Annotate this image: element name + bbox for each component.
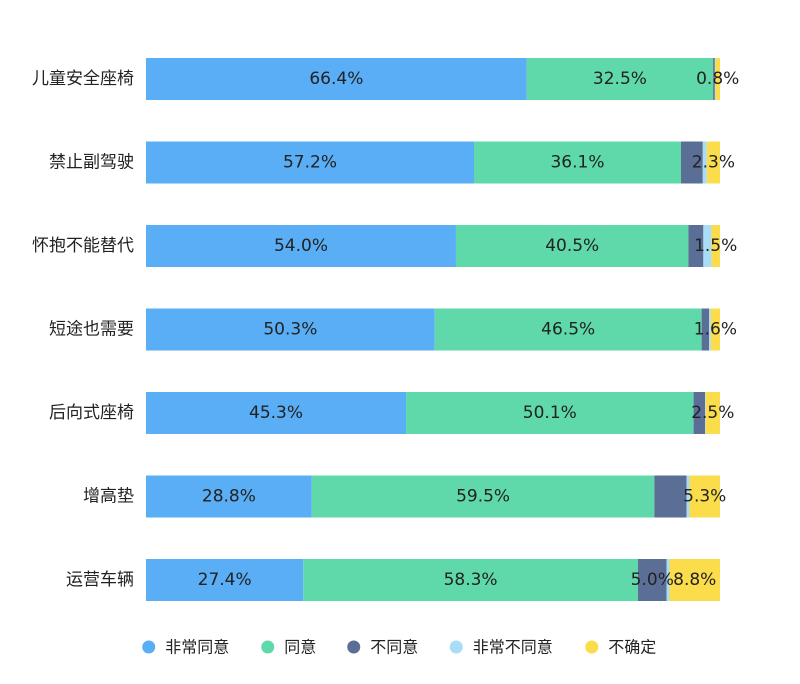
bar-segment xyxy=(702,141,707,184)
bar-segment xyxy=(689,475,720,518)
bar-segment xyxy=(637,559,667,601)
data-label: 5.0% xyxy=(631,570,674,590)
category-label: 增高垫 xyxy=(83,487,134,507)
data-label: 1.5% xyxy=(694,236,737,256)
bar-segment xyxy=(474,141,682,184)
bar-segment xyxy=(709,308,711,351)
category-label: 后向式座椅 xyxy=(49,403,134,423)
legend-item[interactable]: 同意 xyxy=(261,638,316,657)
data-label: 5.3% xyxy=(683,487,726,507)
bar-segment xyxy=(146,392,407,434)
bar-segment xyxy=(311,475,655,518)
data-label: 2.5% xyxy=(691,403,734,423)
data-label: 50.1% xyxy=(523,403,577,423)
bar-segment xyxy=(714,58,716,100)
data-label: 32.5% xyxy=(593,69,647,89)
legend-item[interactable]: 非常同意 xyxy=(142,638,229,657)
legend-item[interactable]: 非常不同意 xyxy=(449,638,553,657)
bar-segment xyxy=(406,392,694,434)
bar-segment xyxy=(666,559,670,601)
legend: 非常同意 同意 不同意 非常不同意 不确定 xyxy=(142,638,656,657)
bar-segment xyxy=(686,475,690,518)
data-label: 2.3% xyxy=(692,153,735,173)
legend-marker xyxy=(142,640,156,654)
legend-label: 非常不同意 xyxy=(473,638,553,657)
legend-label: 同意 xyxy=(284,638,316,657)
category-label: 运营车辆 xyxy=(66,570,134,590)
bar-segment xyxy=(455,225,689,267)
bar-segment xyxy=(654,475,687,518)
bar-segment xyxy=(688,225,704,267)
bar-segment xyxy=(669,559,720,601)
bar-segment xyxy=(146,475,312,518)
legend-label: 非常同意 xyxy=(165,638,229,657)
bar-segment xyxy=(701,308,710,351)
data-label: 40.5% xyxy=(545,236,599,256)
legend-label: 不同意 xyxy=(370,638,418,657)
bar-segment xyxy=(146,559,304,601)
bar-segment xyxy=(146,58,527,100)
bar-segment xyxy=(146,225,456,267)
bar-segment xyxy=(713,58,715,100)
data-label: 59.5% xyxy=(456,487,510,507)
data-label: 0.8% xyxy=(696,69,739,89)
category-label: 短途也需要 xyxy=(49,320,134,340)
bar-segment xyxy=(303,559,638,601)
bar-segment xyxy=(703,225,712,267)
bar-segment xyxy=(146,308,435,351)
legend-item[interactable]: 不确定 xyxy=(585,638,656,657)
legend-marker xyxy=(347,640,361,654)
data-label: 46.5% xyxy=(541,320,595,340)
bar-segment xyxy=(715,58,720,100)
bar-segment xyxy=(526,58,714,100)
bar-segment xyxy=(705,392,706,434)
bar-segment xyxy=(681,141,703,184)
legend-marker xyxy=(449,640,463,654)
bar-segment xyxy=(705,392,720,434)
data-label: 8.8% xyxy=(673,570,716,590)
bar-segment xyxy=(711,225,720,267)
legend-label: 不确定 xyxy=(608,638,656,657)
data-label: 36.1% xyxy=(550,153,604,173)
legend-item[interactable]: 不同意 xyxy=(347,638,418,657)
data-label: 1.6% xyxy=(694,320,737,340)
bar-segment xyxy=(693,392,706,434)
data-label: 57.2% xyxy=(283,153,337,173)
data-label: 66.4% xyxy=(309,69,363,89)
data-label: 27.4% xyxy=(198,570,252,590)
bar-segment xyxy=(434,308,702,351)
bar-segment xyxy=(146,141,474,184)
data-label: 28.8% xyxy=(202,487,256,507)
legend-marker xyxy=(585,640,599,654)
plot-area xyxy=(146,58,720,601)
legend-marker xyxy=(261,640,275,654)
category-label: 儿童安全座椅 xyxy=(32,69,134,89)
data-label: 58.3% xyxy=(444,570,498,590)
data-label: 54.0% xyxy=(274,236,328,256)
category-label: 怀抱不能替代 xyxy=(32,236,134,256)
data-labels: 66.4% 32.5% 0.8% 57.2% 36.1% 2.3% 54.0% 40.5% 1.… xyxy=(198,69,740,590)
bar-segment xyxy=(710,308,720,351)
data-label: 45.3% xyxy=(249,403,303,423)
category-label: 禁止副驾驶 xyxy=(49,153,134,173)
data-label: 50.3% xyxy=(263,320,317,340)
bar-segment xyxy=(706,141,720,184)
